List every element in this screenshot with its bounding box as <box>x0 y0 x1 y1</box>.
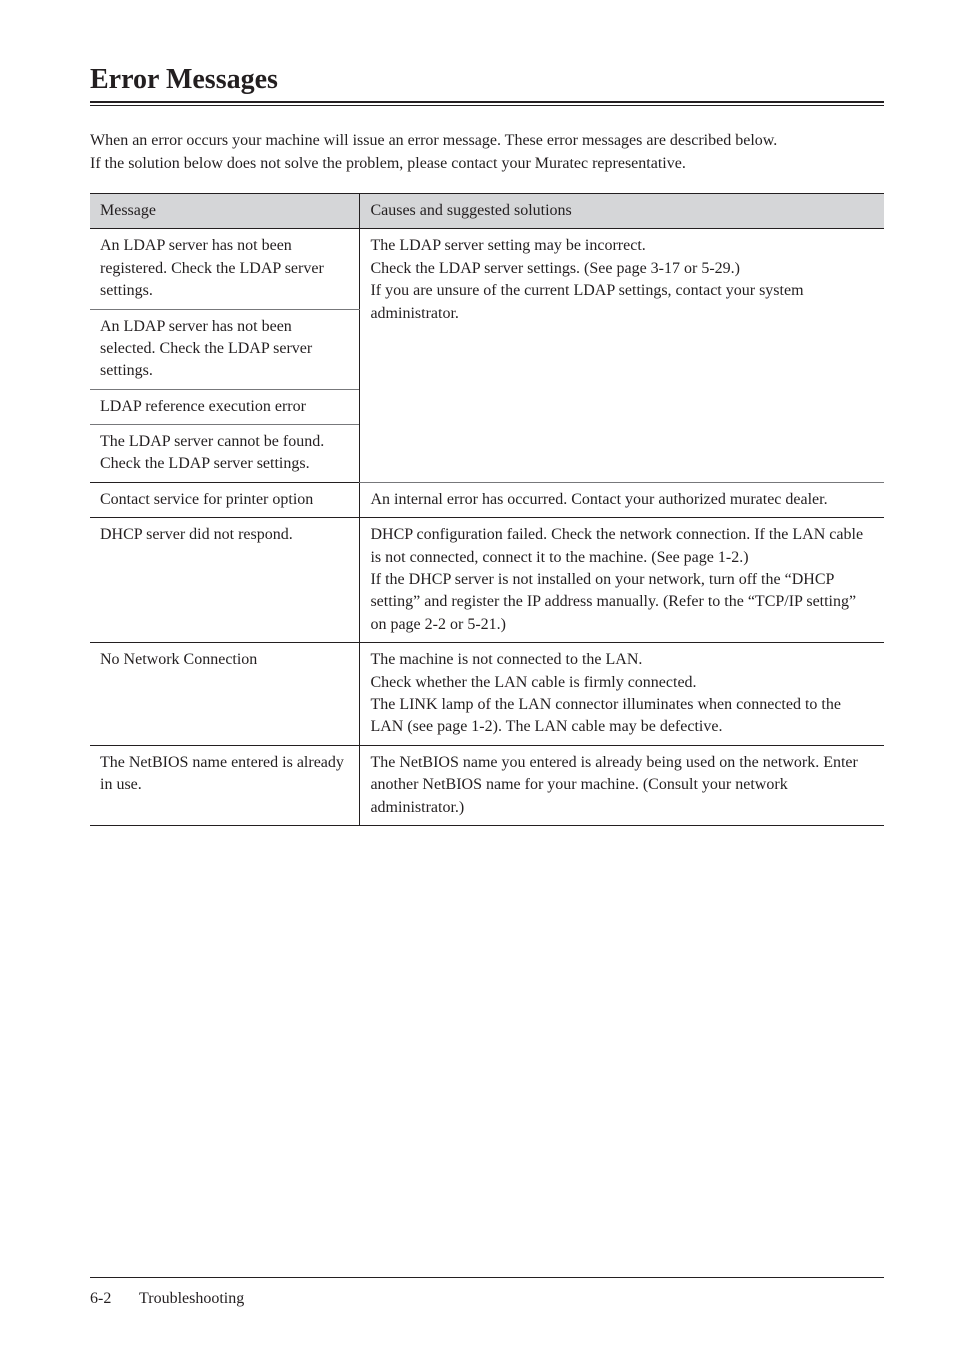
table-row: DHCP server did not respond. DHCP config… <box>90 518 884 643</box>
error-messages-table: Message Causes and suggested solutions A… <box>90 193 884 826</box>
table-row: Contact service for printer option An in… <box>90 482 884 517</box>
footer-section-title: Troubleshooting <box>139 1290 244 1307</box>
cell-message: DHCP server did not respond. <box>90 518 360 643</box>
cell-solution: The NetBIOS name you entered is already … <box>360 745 884 825</box>
table-row: The NetBIOS name entered is already in u… <box>90 745 884 825</box>
cell-message: Contact service for printer option <box>90 482 360 517</box>
cell-message: LDAP reference execution error <box>90 389 360 424</box>
cell-solution: The LDAP server setting may be incorrect… <box>360 229 884 483</box>
page-footer: 6-2 Troubleshooting <box>90 1277 884 1310</box>
header-solution: Causes and suggested solutions <box>360 193 884 228</box>
cell-solution: An internal error has occurred. Contact … <box>360 482 884 517</box>
header-message: Message <box>90 193 360 228</box>
table-header-row: Message Causes and suggested solutions <box>90 193 884 228</box>
intro-line-1: When an error occurs your machine will i… <box>90 132 777 149</box>
table-row: An LDAP server has not been registered. … <box>90 229 884 309</box>
intro-paragraph: When an error occurs your machine will i… <box>90 130 884 175</box>
page-title: Error Messages <box>90 60 884 103</box>
cell-message: The NetBIOS name entered is already in u… <box>90 745 360 825</box>
table-row: No Network Connection The machine is not… <box>90 643 884 746</box>
heading-underline <box>90 105 884 106</box>
cell-solution: DHCP configuration failed. Check the net… <box>360 518 884 643</box>
cell-message: An LDAP server has not been selected. Ch… <box>90 309 360 389</box>
footer-page-number: 6-2 <box>90 1288 111 1310</box>
cell-message: The LDAP server cannot be found. Check t… <box>90 425 360 483</box>
cell-solution: The machine is not connected to the LAN.… <box>360 643 884 746</box>
cell-message: No Network Connection <box>90 643 360 746</box>
cell-message: An LDAP server has not been registered. … <box>90 229 360 309</box>
intro-line-2: If the solution below does not solve the… <box>90 155 686 172</box>
